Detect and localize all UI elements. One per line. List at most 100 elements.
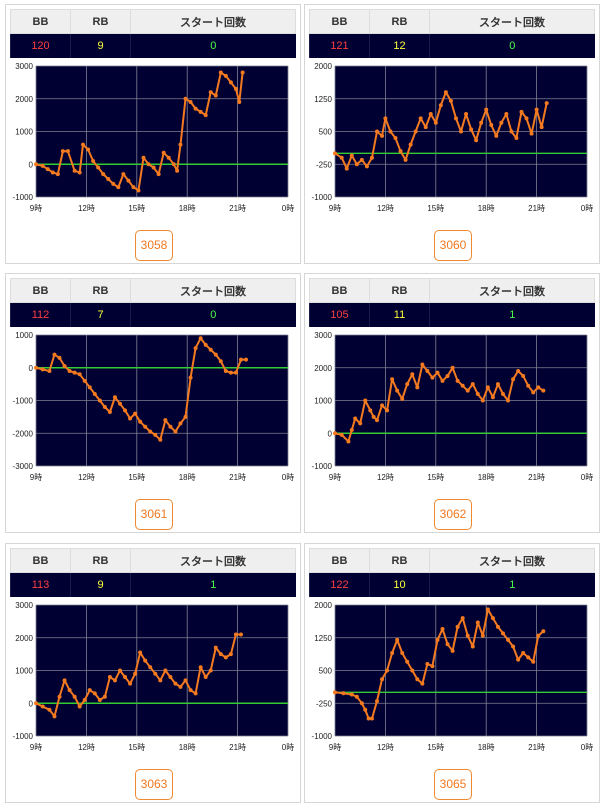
- data-point: [198, 336, 203, 341]
- data-point: [128, 416, 133, 421]
- x-tick-label: 12時: [377, 204, 394, 213]
- data-point: [375, 129, 379, 134]
- data-point: [430, 664, 435, 669]
- y-tick-label: -1000: [13, 397, 34, 406]
- data-point: [143, 424, 148, 429]
- data-point: [228, 80, 233, 85]
- x-tick-label: 9時: [329, 743, 341, 752]
- difference-chart: 1000 0 -1000 -2000 -3000 9時 12時 15時 18時 21時 0時: [6, 330, 302, 492]
- rb-header: RB: [369, 9, 430, 34]
- data-point: [519, 109, 524, 114]
- data-point: [40, 367, 45, 372]
- data-point: [415, 677, 420, 682]
- y-tick-label: 2000: [314, 601, 332, 610]
- y-tick-label: -1000: [312, 193, 333, 202]
- data-point: [163, 668, 168, 673]
- x-tick-label: 21時: [528, 473, 545, 482]
- data-point: [77, 170, 82, 175]
- y-tick-label: 2000: [314, 62, 332, 71]
- data-point: [57, 694, 62, 699]
- y-tick-label: -1000: [312, 462, 333, 471]
- rb-count: 10: [369, 572, 430, 597]
- data-point: [97, 697, 102, 702]
- data-point: [67, 688, 72, 693]
- data-point: [55, 172, 60, 177]
- machine-panel-3065: BB RB スタート回数 122 10 1 2000 1250 500 -250 -10…: [304, 543, 600, 803]
- data-point: [428, 112, 433, 117]
- machine-number-button[interactable]: 3061: [135, 499, 173, 530]
- data-point: [173, 681, 178, 686]
- machine-number-button[interactable]: 3065: [434, 769, 472, 800]
- machine-number-button[interactable]: 3060: [434, 230, 472, 261]
- x-tick-label: 15時: [128, 473, 145, 482]
- data-point: [405, 659, 410, 664]
- start-count: 0: [429, 33, 595, 58]
- data-point: [203, 675, 208, 680]
- y-tick-label: 2000: [314, 364, 332, 373]
- data-point: [509, 129, 514, 134]
- data-point: [366, 716, 371, 721]
- data-point: [138, 650, 143, 655]
- y-tick-label: 1000: [15, 331, 33, 340]
- data-point: [171, 162, 176, 167]
- data-point: [490, 616, 495, 621]
- x-tick-label: 0時: [282, 204, 294, 213]
- data-point: [228, 652, 233, 657]
- chart-svg: 3000 2000 1000 0 -1000 9時 12時 15時 18時 21時 0時: [13, 62, 295, 213]
- data-point: [516, 657, 521, 662]
- machine-number-button[interactable]: 3063: [135, 769, 173, 800]
- data-point: [448, 98, 453, 103]
- data-point: [40, 704, 45, 709]
- x-tick-label: 18時: [179, 473, 196, 482]
- data-point: [240, 70, 245, 75]
- data-point: [168, 424, 173, 429]
- data-point: [359, 157, 364, 162]
- y-tick-label: 2000: [15, 634, 33, 643]
- x-tick-label: 0時: [581, 743, 593, 752]
- start-count-header: スタート回数: [130, 278, 296, 303]
- data-point: [183, 414, 188, 419]
- data-point: [440, 378, 445, 383]
- data-point: [116, 185, 121, 190]
- data-point: [198, 109, 203, 114]
- machine-number-button[interactable]: 3058: [135, 230, 173, 261]
- data-point: [435, 370, 440, 375]
- x-tick-label: 12時: [78, 473, 95, 482]
- stats-table: BB RB スタート回数 105 11 1: [309, 278, 595, 327]
- data-point: [465, 633, 470, 638]
- data-point: [375, 699, 379, 704]
- start-count: 0: [130, 33, 296, 58]
- data-point: [450, 648, 455, 653]
- data-point: [107, 675, 112, 680]
- machine-panel-3060: BB RB スタート回数 121 12 0 2000 1250 500 -250 -10…: [304, 4, 600, 264]
- data-point: [102, 694, 107, 699]
- data-point: [358, 421, 363, 426]
- data-point: [203, 113, 208, 118]
- data-point: [82, 697, 87, 702]
- data-point: [410, 372, 415, 377]
- y-tick-label: 0: [29, 160, 34, 169]
- data-point: [213, 352, 218, 357]
- difference-chart: 3000 2000 1000 0 -1000 9時 12時 15時 18時 21時 0時: [6, 600, 302, 762]
- data-point: [57, 355, 62, 360]
- data-point: [34, 701, 38, 706]
- data-point: [123, 408, 128, 413]
- machine-number-button[interactable]: 3062: [434, 499, 472, 530]
- data-point: [455, 624, 460, 629]
- start-count-header: スタート回数: [429, 9, 595, 34]
- bb-count: 113: [10, 572, 71, 597]
- data-point: [521, 651, 526, 656]
- bb-count: 121: [309, 33, 370, 58]
- data-point: [86, 147, 91, 152]
- start-count: 1: [429, 302, 595, 327]
- data-point: [460, 616, 465, 621]
- data-point: [501, 631, 505, 636]
- data-point: [400, 651, 405, 656]
- bb-count: 105: [309, 302, 370, 327]
- data-point: [440, 627, 445, 632]
- data-point: [238, 632, 243, 637]
- difference-chart: 2000 1250 500 -250 -1000 9時 12時 15時 18時 21時 0時: [305, 61, 600, 223]
- data-point: [223, 73, 228, 78]
- x-tick-label: 0時: [282, 743, 294, 752]
- data-point: [218, 70, 223, 75]
